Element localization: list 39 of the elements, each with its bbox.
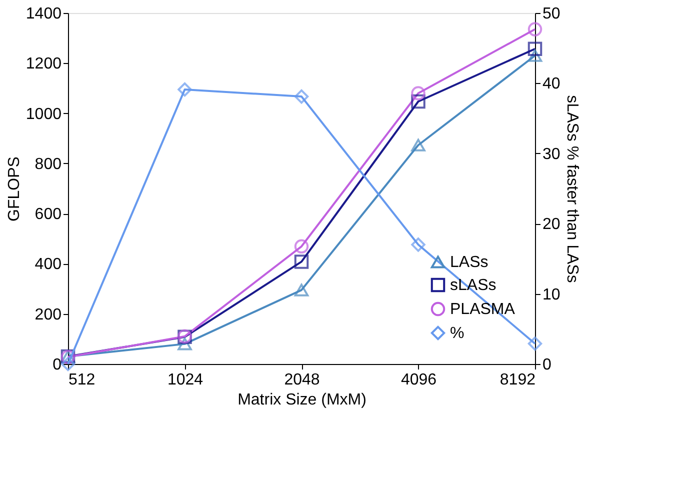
y2-tick-label: 20 bbox=[542, 216, 560, 234]
y-axis-title: GFLOPS bbox=[6, 156, 23, 222]
y2-axis-title: sLASs % faster than LASs bbox=[563, 95, 580, 283]
point bbox=[411, 238, 426, 252]
y2-tick-label: 50 bbox=[542, 6, 560, 22]
point bbox=[294, 89, 309, 104]
point bbox=[411, 138, 426, 152]
y2-tick-label: 40 bbox=[542, 76, 560, 93]
y2-tick-label: 30 bbox=[542, 146, 560, 163]
point bbox=[178, 82, 192, 97]
y2-tick-label: 0 bbox=[542, 356, 552, 374]
point bbox=[294, 284, 309, 296]
point bbox=[528, 22, 542, 36]
x-tick-label: 512 bbox=[68, 372, 96, 388]
legend-label: % bbox=[450, 325, 464, 342]
legend-label: LASs bbox=[450, 254, 488, 271]
point bbox=[528, 336, 542, 351]
y2-tick-label: 10 bbox=[542, 286, 560, 304]
point bbox=[411, 86, 426, 100]
point bbox=[528, 49, 542, 62]
y-tick-label: 200 bbox=[34, 306, 62, 324]
x-axis-title: Matrix Size (MxM) bbox=[238, 392, 366, 408]
y-tick-label: 1200 bbox=[26, 56, 62, 73]
point bbox=[411, 94, 426, 109]
x-tick-label: 8192 bbox=[500, 372, 536, 388]
x-tick-label: 2048 bbox=[284, 372, 320, 388]
x-tick-label: 1024 bbox=[167, 372, 204, 388]
y-tick-label: 1000 bbox=[26, 106, 62, 123]
y-tick-label: 0 bbox=[52, 356, 62, 374]
point bbox=[178, 338, 192, 350]
point bbox=[60, 356, 76, 372]
point bbox=[294, 239, 309, 254]
x-tick-label: 4096 bbox=[400, 372, 437, 388]
y-tick-label: 1400 bbox=[26, 6, 62, 22]
y-tick-label: 400 bbox=[34, 256, 62, 274]
y-tick-label: 600 bbox=[34, 206, 62, 224]
point bbox=[294, 254, 309, 269]
point bbox=[528, 42, 542, 56]
y-tick-label: 800 bbox=[34, 156, 62, 173]
